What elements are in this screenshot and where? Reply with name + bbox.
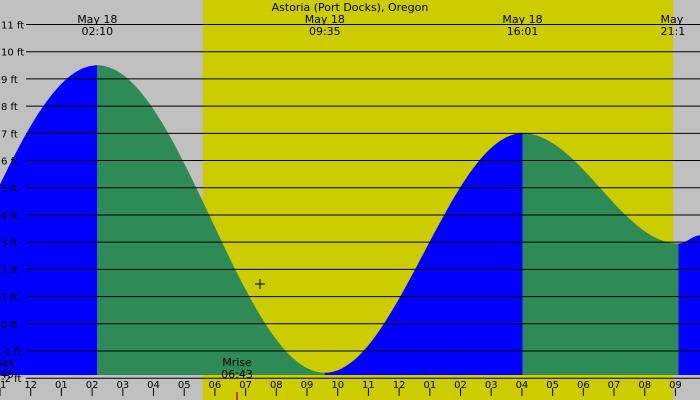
event-name-label: Mrise	[222, 356, 252, 369]
rising-tide-segment	[678, 235, 700, 375]
x-tick-label: 09	[669, 380, 682, 391]
y-tick-label: -1 ft	[1, 347, 21, 358]
event-time-label: :45	[0, 368, 14, 381]
x-tick-label: 12	[24, 380, 37, 391]
extreme-date-label: May	[661, 13, 684, 26]
y-axis-labels: 11 ft 10 ft 9 ft 8 ft 7 ft 6 ft 5 ft 4 ft 3 ft 2 …	[1, 20, 24, 385]
x-tick-label: 01	[423, 380, 436, 391]
grid-lines	[26, 23, 700, 379]
y-tick-label: -2 ft	[1, 374, 21, 385]
x-tick-label: 06	[577, 380, 590, 391]
x-tick-label: 07	[608, 380, 621, 391]
rising-tide-segment	[0, 65, 98, 376]
x-tick-label: 10	[331, 380, 344, 391]
event-name-label: set	[0, 356, 15, 369]
extreme-date-label: May 18	[502, 13, 542, 26]
x-tick-label: 01	[55, 380, 68, 391]
extreme-time-label: 02:10	[81, 25, 113, 38]
x-tick-label: 05	[546, 380, 559, 391]
x-tick-label: 11	[0, 380, 6, 391]
x-tick-label: 08	[270, 380, 283, 391]
y-tick-label: 7 ft	[1, 129, 18, 140]
chart-title: Astoria (Port Docks), Oregon	[272, 1, 429, 14]
x-tick-label: 11	[362, 380, 375, 391]
y-tick-label: 9 ft	[1, 75, 18, 86]
x-tick-label: 05	[178, 380, 191, 391]
x-tick-label: 02	[454, 380, 467, 391]
y-tick-label: 10 ft	[1, 48, 24, 59]
extreme-time-label: 21:1	[661, 25, 686, 38]
y-tick-label: 5 ft	[1, 184, 18, 195]
x-tick-label: 03	[116, 380, 129, 391]
falling-tide-segment	[97, 65, 325, 376]
x-tick-label: 02	[86, 380, 99, 391]
x-tick-label: 03	[485, 380, 498, 391]
y-tick-label: 6 ft	[1, 157, 18, 168]
current-time-marker	[255, 279, 265, 289]
y-tick-label: 2 ft	[1, 265, 18, 276]
x-tick-label: 08	[638, 380, 651, 391]
extreme-time-label: 09:35	[309, 25, 341, 38]
y-tick-label: 3 ft	[1, 238, 18, 249]
extreme-date-label: May 18	[77, 13, 117, 26]
y-tick-label: 8 ft	[1, 102, 18, 113]
y-tick-label: 0 ft	[1, 320, 18, 331]
extreme-date-label: May 18	[305, 13, 345, 26]
x-tick-label: 04	[516, 380, 529, 391]
x-tick-label: 07	[239, 380, 252, 391]
x-tick-label: 04	[147, 380, 160, 391]
extreme-time-label: 16:01	[507, 25, 539, 38]
x-tick-label: 12	[393, 380, 406, 391]
y-tick-label: 4 ft	[1, 211, 18, 222]
y-tick-label: 11 ft	[1, 20, 24, 31]
y-tick-label: 1 ft	[1, 293, 18, 304]
falling-tide-segment	[522, 133, 679, 375]
tide-fills	[0, 65, 700, 376]
x-tick-label: 09	[301, 380, 314, 391]
event-time-label: 06:43	[221, 368, 253, 381]
rising-tide-segment	[324, 133, 523, 375]
x-axis-ticks: 11 12 01 02 03 04 05 06 07 08 09 10 11 12 01 02 03 04 05 06…	[0, 380, 682, 396]
x-tick-label: 06	[209, 380, 222, 391]
